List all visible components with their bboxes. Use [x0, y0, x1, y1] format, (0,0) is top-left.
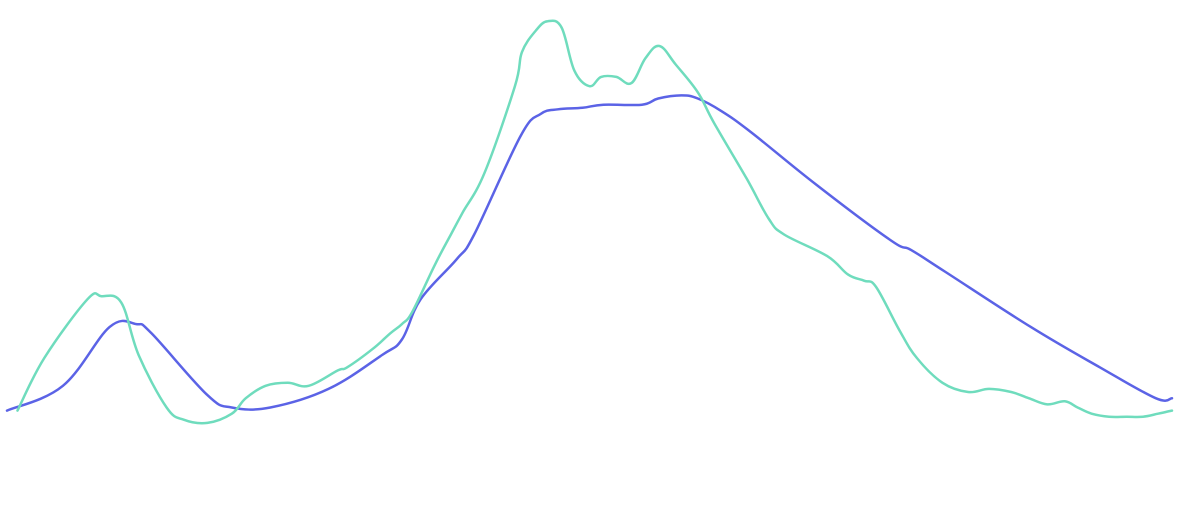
series-line-1 — [5, 94, 1174, 412]
series-line-2 — [16, 19, 1174, 425]
series-layer — [5, 19, 1174, 425]
